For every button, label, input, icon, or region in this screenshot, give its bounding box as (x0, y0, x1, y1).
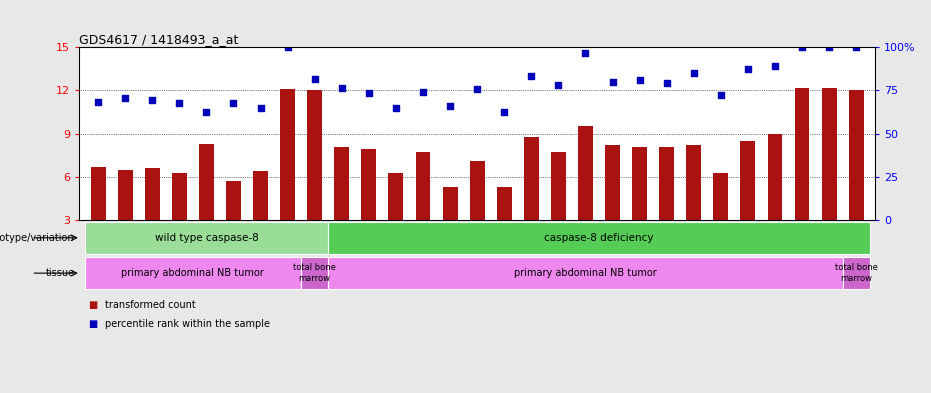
Point (307, 76, 322, 82)
Point (442, 103, 457, 109)
Bar (301, 257, 329, 289)
Point (849, 44, 864, 50)
Bar (172, 173, 187, 220)
Bar (822, 88, 837, 220)
Point (713, 92, 728, 98)
Text: tissue: tissue (46, 268, 74, 278)
Text: transformed count: transformed count (105, 299, 196, 310)
Bar (551, 152, 566, 220)
Point (334, 84, 349, 91)
Bar (329, 257, 843, 289)
Text: ■: ■ (88, 299, 98, 310)
Point (226, 100, 241, 107)
Bar (361, 149, 376, 220)
Point (578, 50, 593, 56)
Bar (280, 89, 295, 220)
Bar (849, 90, 864, 220)
Bar (686, 145, 701, 220)
Point (524, 73, 539, 79)
Bar (199, 144, 214, 220)
Bar (659, 147, 674, 220)
Bar (578, 127, 593, 220)
Bar (767, 134, 782, 220)
Bar (145, 168, 160, 220)
Point (794, 44, 809, 50)
Bar (740, 141, 755, 220)
Point (415, 89, 430, 95)
Point (117, 94, 132, 101)
Point (686, 70, 701, 76)
Bar (253, 171, 268, 220)
Bar (470, 161, 484, 220)
Point (90, 99, 105, 105)
Bar (85, 222, 329, 254)
Bar (415, 152, 430, 220)
Bar (334, 147, 349, 220)
Text: ■: ■ (88, 319, 98, 329)
Bar (605, 145, 620, 220)
Point (470, 86, 485, 92)
Point (253, 105, 268, 111)
Point (497, 109, 512, 115)
Bar (388, 173, 403, 220)
Point (605, 79, 620, 85)
Point (822, 44, 837, 50)
Point (145, 97, 160, 104)
Bar (117, 170, 132, 220)
Bar (632, 147, 647, 220)
Point (767, 63, 782, 69)
Bar (713, 173, 728, 220)
Bar (329, 222, 870, 254)
Text: primary abdominal NB tumor: primary abdominal NB tumor (121, 268, 264, 278)
Text: caspase-8 deficiency: caspase-8 deficiency (545, 233, 654, 243)
Bar (307, 90, 322, 220)
Bar (90, 167, 105, 220)
Bar (85, 257, 301, 289)
Text: primary abdominal NB tumor: primary abdominal NB tumor (514, 268, 656, 278)
Point (388, 105, 403, 111)
Text: GDS4617 / 1418493_a_at: GDS4617 / 1418493_a_at (79, 33, 238, 46)
Point (280, 44, 295, 50)
Point (632, 77, 647, 83)
Text: percentile rank within the sample: percentile rank within the sample (105, 319, 270, 329)
Point (199, 109, 214, 115)
Bar (843, 257, 870, 289)
Point (172, 100, 187, 107)
Text: total bone
marrow: total bone marrow (293, 263, 336, 283)
Text: genotype/variation: genotype/variation (0, 233, 74, 243)
Bar (442, 187, 457, 220)
Point (551, 81, 566, 88)
Bar (497, 187, 512, 220)
Bar (226, 181, 241, 220)
Point (361, 90, 376, 96)
Bar (524, 136, 539, 220)
Bar (794, 88, 809, 220)
Point (740, 66, 755, 72)
Text: total bone
marrow: total bone marrow (835, 263, 878, 283)
Point (659, 80, 674, 86)
Text: wild type caspase-8: wild type caspase-8 (155, 233, 258, 243)
